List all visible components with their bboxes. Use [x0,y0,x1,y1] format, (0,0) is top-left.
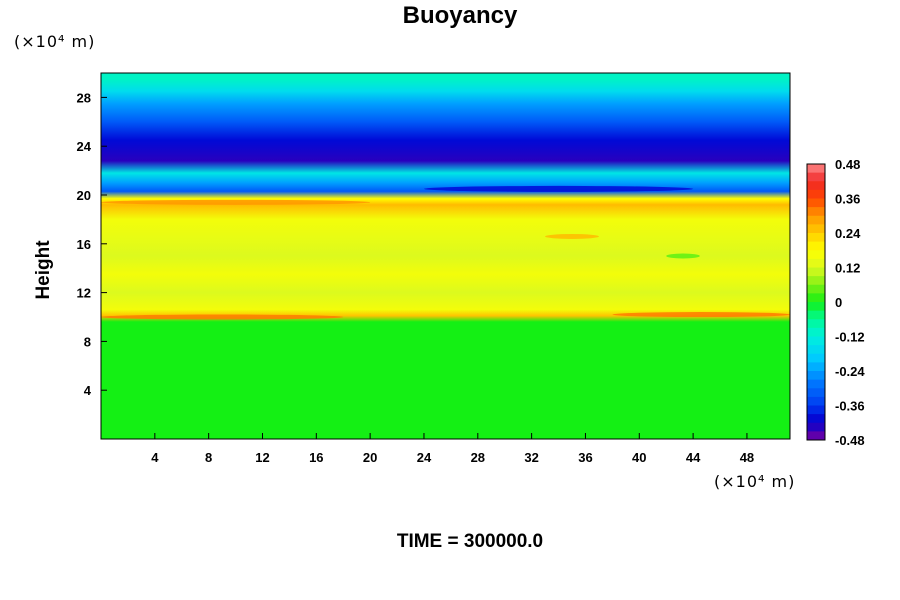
colorbar-swatch [807,336,825,346]
colorbar-swatch [807,224,825,234]
x-tick-label: 24 [417,450,432,465]
colorbar-swatch [807,327,825,337]
colorbar-frame [806,163,826,441]
x-unit-label: (×10⁴ m) [714,472,796,491]
y-axis-label: Height [33,240,54,300]
colorbar-swatch [807,388,825,398]
colorbar-swatch [807,284,825,294]
colorbar-swatch [807,276,825,286]
colorbar-swatch [807,422,825,432]
chart-title: Buoyancy [402,2,518,29]
heatmap-feature [101,199,371,205]
heatmap-feature [612,312,790,318]
y-tick-label: 12 [77,286,91,301]
y-tick-label: 16 [77,237,91,252]
colorbar-swatch [807,371,825,381]
colorbar-swatch [807,353,825,363]
colorbar-swatch [807,319,825,329]
colorbar-swatch [807,164,825,174]
x-tick-label: 48 [740,450,754,465]
colorbar-tick-label: -0.48 [835,433,865,448]
heatmap-feature [545,233,599,239]
x-tick-label: 20 [363,450,377,465]
colorbar-swatch [807,293,825,303]
colorbar-swatch [807,414,825,424]
x-axis: 4 8 12 16 20 24 28 32 36 40 44 48 [151,433,754,465]
x-tick-label: 40 [632,450,646,465]
y-tick-label: 8 [84,334,91,349]
x-tick-label: 32 [524,450,538,465]
colorbar-swatch [807,189,825,199]
y-tick-label: 4 [84,383,92,398]
x-tick-label: 28 [471,450,485,465]
heatmap-feature [666,253,700,259]
colorbar-swatch [807,267,825,277]
x-tick-label: 16 [309,450,323,465]
colorbar-swatch [807,405,825,415]
colorbar-tick-label: 0.36 [835,192,860,207]
y-unit-label: (×10⁴ m) [14,32,96,51]
colorbar-tick-label: -0.12 [835,330,865,345]
y-axis: 4 8 12 16 20 24 28 [77,90,107,398]
colorbar-swatch [807,396,825,406]
colorbar-swatch [807,241,825,251]
colorbar-swatch [807,215,825,225]
colorbar-swatch [807,431,825,441]
heatmap-feature [101,314,344,320]
colorbar-swatch [807,198,825,208]
heatmap-features [101,185,790,320]
colorbar-swatch [807,362,825,372]
colorbar-swatch [807,302,825,312]
colorbar-swatch [807,233,825,243]
colorbar-swatch [807,345,825,355]
y-tick-label: 20 [77,188,91,203]
x-tick-label: 44 [686,450,701,465]
colorbar-swatch [807,379,825,389]
colorbar: 0.48 0.36 0.24 0.12 0 -0.12 -0.24 -0.36 -0.48 [806,157,865,448]
colorbar-tick-label: -0.24 [835,364,865,379]
colorbar-tick-label: -0.36 [835,399,865,414]
x-tick-label: 12 [255,450,269,465]
x-tick-label: 4 [151,450,159,465]
colorbar-tick-label: 0 [835,295,842,310]
x-tick-label: 36 [578,450,592,465]
colorbar-swatch [807,181,825,191]
colorbar-swatch [807,207,825,217]
colorbar-tick-label: 0.12 [835,261,860,276]
colorbar-tick-label: 0.24 [835,226,861,241]
plot-area [101,73,790,439]
y-tick-label: 28 [77,90,91,105]
colorbar-swatch [807,258,825,268]
plot-frame [100,72,791,440]
colorbar-swatch [807,172,825,182]
colorbar-swatch [807,310,825,320]
heatmap-feature [423,185,694,192]
colorbar-tick-label: 0.48 [835,157,860,172]
y-tick-label: 24 [77,139,92,154]
colorbar-swatch [807,250,825,260]
time-label: TIME = 300000.0 [396,531,544,552]
x-tick-label: 8 [205,450,212,465]
